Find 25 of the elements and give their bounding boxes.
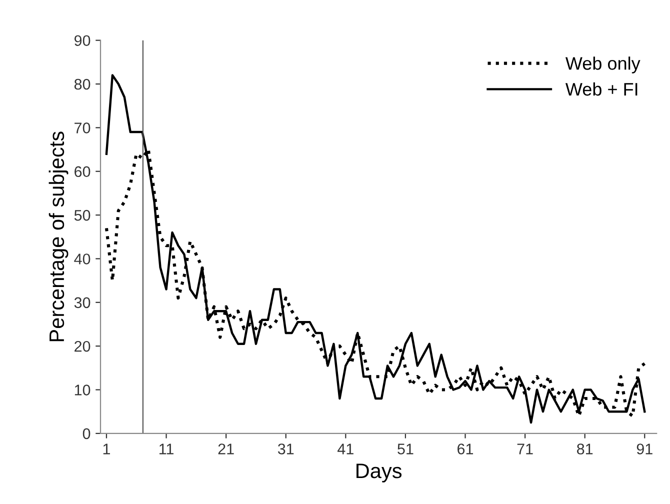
x-tick-label: 1: [103, 444, 110, 454]
y-tick-label: 10: [74, 384, 90, 396]
x-tick-label: 71: [517, 444, 533, 454]
x-tick-label: 81: [577, 444, 593, 454]
line-series: [105, 74, 646, 424]
x-tick-label: 51: [398, 444, 414, 454]
x-tick-label: 61: [458, 444, 474, 454]
y-axis-title: Percentage of subjects: [48, 132, 68, 342]
y-tick-label: 90: [74, 35, 90, 46]
y-tick-label: 70: [74, 122, 90, 134]
x-tick-label: 91: [636, 444, 652, 454]
y-tick-label: 60: [74, 166, 90, 178]
legend-label: Web only: [565, 56, 640, 74]
x-tick-label: 31: [278, 444, 294, 454]
y-tick-label: 20: [74, 340, 90, 352]
y-tick-label: 80: [74, 78, 90, 90]
x-axis-title: Days: [356, 464, 402, 482]
x-tick-label: 11: [160, 444, 174, 454]
y-tick-label: 50: [74, 210, 90, 221]
y-tick-label: 40: [74, 254, 90, 264]
y-tick-label: 30: [74, 297, 90, 308]
y-tick-label: 0: [82, 428, 90, 440]
x-tick-label: 41: [338, 444, 354, 454]
legend-label: Web + FI: [565, 82, 638, 96]
x-tick-label: 21: [218, 444, 234, 454]
